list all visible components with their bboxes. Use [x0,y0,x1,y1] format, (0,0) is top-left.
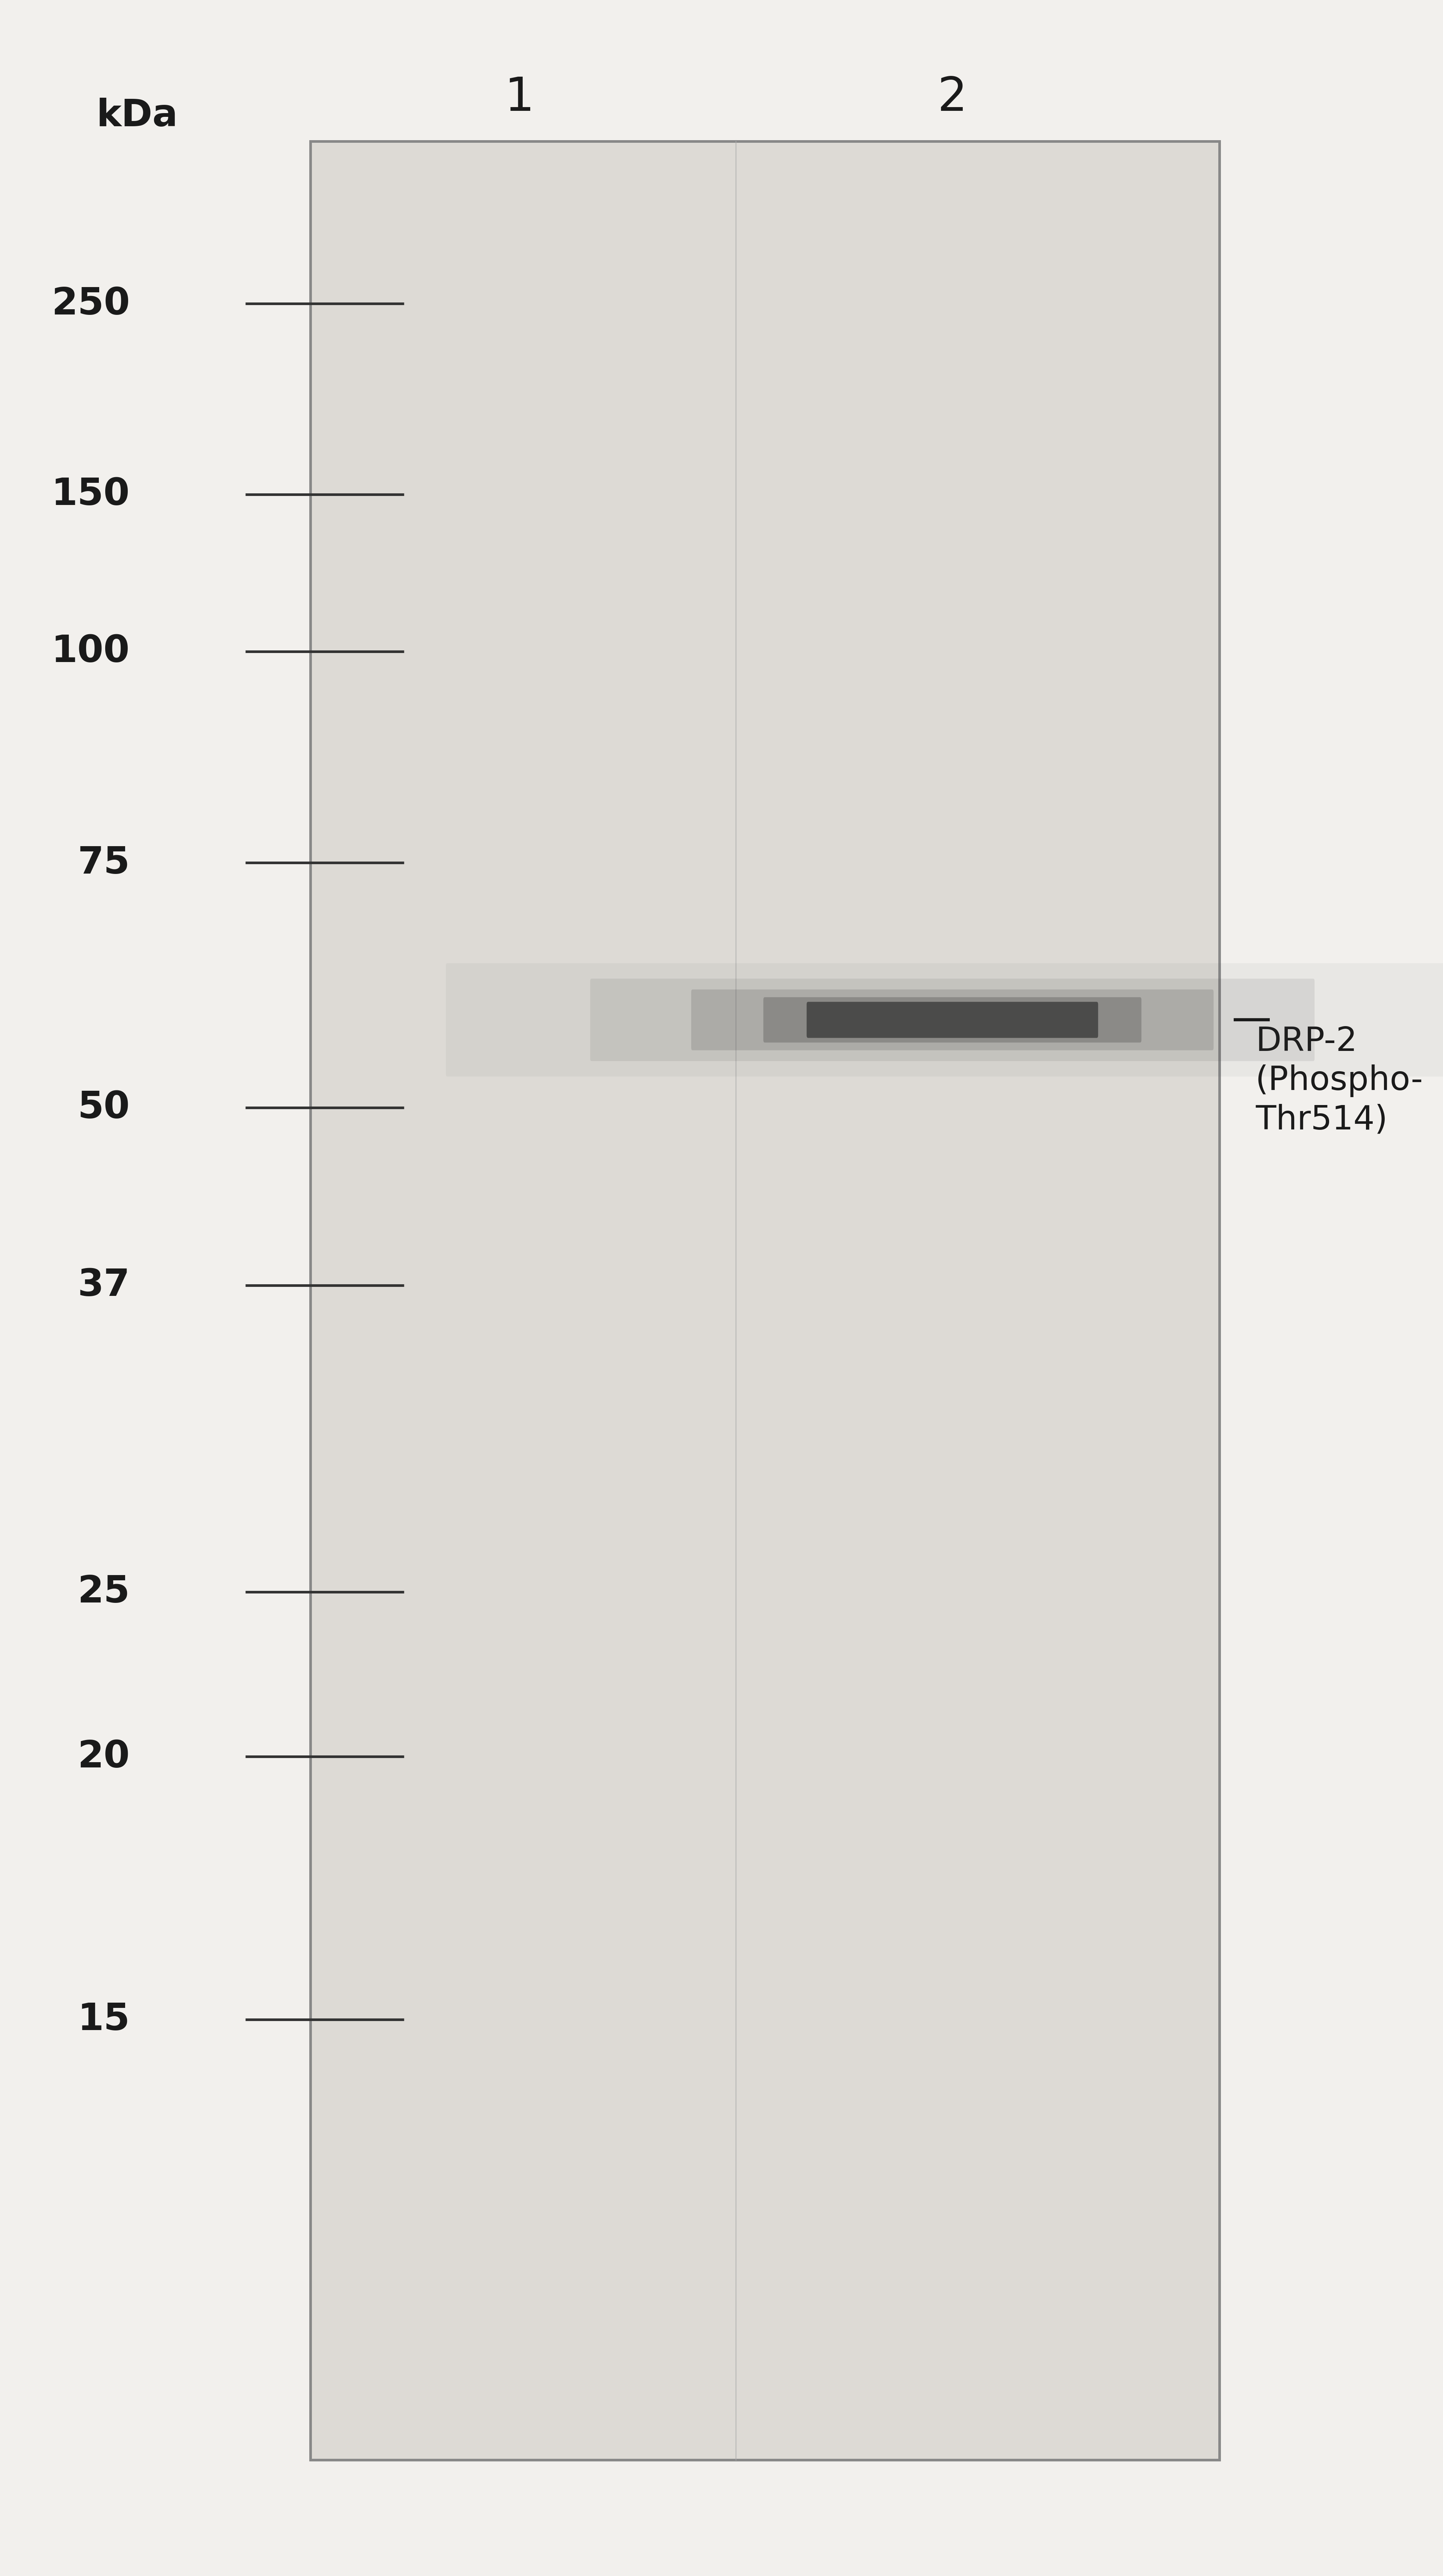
Text: 250: 250 [52,286,130,322]
Text: DRP-2
(Phospho-
Thr514): DRP-2 (Phospho- Thr514) [1255,1025,1423,1136]
Text: 150: 150 [52,477,130,513]
Text: 1: 1 [505,75,534,121]
Text: 15: 15 [78,2002,130,2038]
Text: 37: 37 [78,1267,130,1303]
Text: 100: 100 [52,634,130,670]
FancyBboxPatch shape [446,963,1443,1077]
FancyBboxPatch shape [310,142,1219,2460]
Text: 25: 25 [78,1574,130,1610]
Text: kDa: kDa [97,98,177,134]
Text: 2: 2 [938,75,967,121]
FancyBboxPatch shape [691,989,1214,1051]
FancyBboxPatch shape [590,979,1315,1061]
FancyBboxPatch shape [763,997,1141,1043]
Text: 20: 20 [78,1739,130,1775]
FancyBboxPatch shape [807,1002,1098,1038]
Text: 75: 75 [78,845,130,881]
Text: 50: 50 [78,1090,130,1126]
